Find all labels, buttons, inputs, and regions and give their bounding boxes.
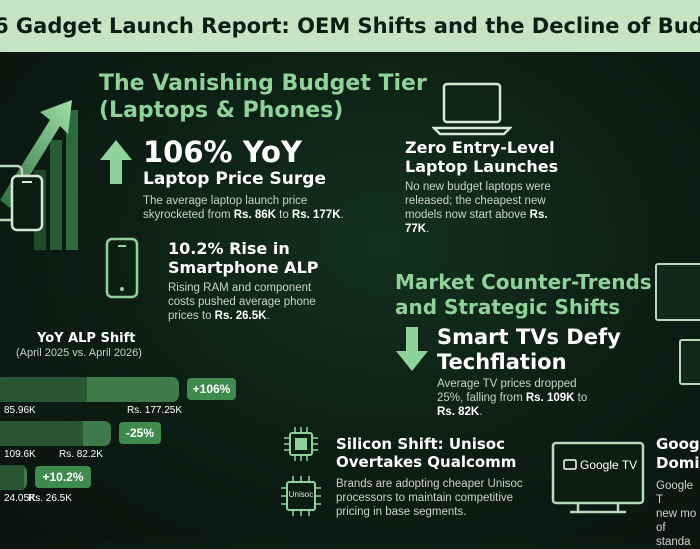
laptop-price-desc: The average laptop launch price skyrocke… bbox=[143, 195, 344, 221]
bar-from-label: 24.05K bbox=[4, 493, 36, 504]
page-title: 6 Gadget Launch Report: OEM Shifts and t… bbox=[0, 0, 700, 52]
budget-section-title: The Vanishing Budget Tier (Laptops & Pho… bbox=[99, 71, 427, 123]
counter-trends-title: Market Counter-Trends and Strategic Shif… bbox=[395, 270, 652, 319]
smartphone-alp-headline: 10.2% Rise in Smartphone ALP bbox=[168, 239, 319, 277]
google-tv-headline: Googl Domi bbox=[656, 435, 700, 472]
zero-entry-desc: No new budget laptops were released; the… bbox=[405, 181, 551, 235]
tv-icon bbox=[551, 441, 645, 514]
bar-to-label: Rs. 26.5K bbox=[28, 493, 72, 504]
unisoc-chip-label: Unisoc bbox=[288, 490, 314, 499]
laptop-price-subheadline: Laptop Price Surge bbox=[143, 169, 326, 189]
up-arrow-icon bbox=[100, 140, 132, 184]
bar-from-label: 85.96K bbox=[4, 405, 36, 416]
change-badge: -25% bbox=[119, 422, 161, 444]
bar-base bbox=[0, 465, 24, 490]
bar-base bbox=[0, 421, 83, 446]
unisoc-chip-icon: Unisoc bbox=[281, 476, 321, 516]
chip-icon bbox=[284, 427, 318, 461]
google-tv-logo: Google TV bbox=[580, 458, 638, 472]
alp-shift-title: YoY ALP Shift bbox=[37, 331, 136, 346]
bar-base bbox=[0, 377, 87, 402]
laptop-price-headline: 106% YoY bbox=[143, 135, 302, 169]
monitors-icon bbox=[655, 263, 700, 385]
bar-from-label: 109.6K bbox=[4, 449, 36, 460]
laptop-icon bbox=[432, 82, 512, 136]
phones-icon bbox=[0, 164, 44, 232]
google-tv-desc: Google T new mo of standa bbox=[656, 480, 697, 548]
change-badge: +106% bbox=[187, 378, 236, 400]
silicon-headline: Silicon Shift: Unisoc Overtakes Qualcomm bbox=[336, 435, 517, 471]
smart-tv-desc: Average TV prices dropped 25%, falling f… bbox=[437, 378, 588, 418]
change-badge: +10.2% bbox=[35, 466, 91, 488]
zero-entry-headline: Zero Entry-Level Laptop Launches bbox=[405, 138, 559, 176]
smart-tv-headline: Smart TVs Defy Techflation bbox=[437, 325, 621, 374]
alp-shift-subtitle: (April 2025 vs. April 2026) bbox=[16, 347, 142, 359]
smartphone-icon bbox=[105, 237, 139, 299]
bar-to-label: Rs. 177.25K bbox=[127, 405, 183, 416]
alp-shift-bars: +106% 85.96K Rs. 177.25K -25% 109.6K Rs. 82.2… bbox=[0, 377, 260, 507]
silicon-desc: Brands are adopting cheaper Unisoc proce… bbox=[336, 478, 523, 518]
bar-to-label: Rs. 82.2K bbox=[59, 449, 103, 460]
smartphone-alp-desc: Rising RAM and component costs pushed av… bbox=[168, 282, 316, 322]
down-arrow-icon bbox=[396, 327, 428, 371]
